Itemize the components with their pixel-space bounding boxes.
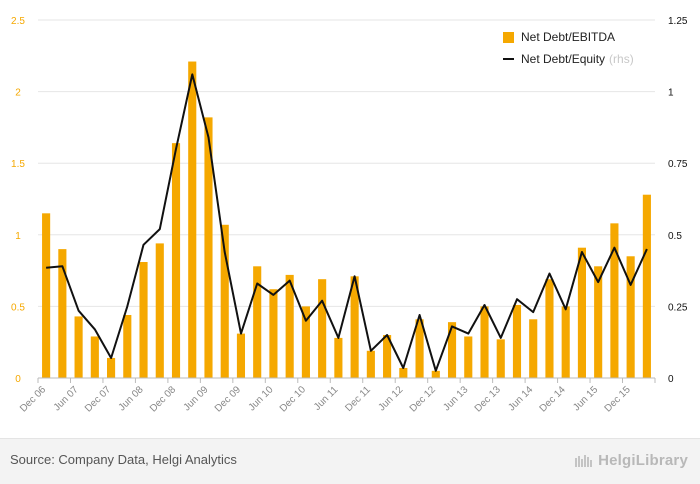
bar (155, 243, 164, 378)
y-right-tick-label: 0.5 (668, 231, 682, 242)
bar (512, 304, 522, 378)
legend-item-line: Net Debt/Equity (rhs) (503, 48, 634, 70)
legend-item-bar: Net Debt/EBITDA (503, 26, 634, 48)
bar (529, 319, 538, 378)
x-tick-label: Jun 14 (506, 384, 535, 413)
bar (610, 223, 619, 378)
bar (318, 279, 327, 378)
bar (399, 367, 408, 378)
bar (236, 333, 246, 378)
bar (561, 306, 570, 378)
legend-swatch-line (503, 58, 514, 60)
x-tick-label: Dec 08 (148, 384, 178, 414)
x-tick-label: Dec 07 (83, 384, 113, 414)
bar (107, 357, 116, 378)
y-left-tick-label: 0.5 (11, 302, 25, 313)
y-right-tick-label: 1.25 (668, 16, 688, 27)
x-tick-label: Dec 11 (343, 384, 373, 414)
y-left-tick-label: 1.5 (11, 159, 25, 170)
bar (253, 266, 262, 378)
bar (42, 213, 51, 378)
bar (383, 335, 392, 378)
x-tick-label: Dec 10 (278, 384, 308, 414)
bar (642, 194, 651, 378)
bar (626, 256, 635, 378)
bar (220, 224, 229, 378)
legend-label-bar: Net Debt/EBITDA (521, 30, 616, 44)
bar (577, 247, 586, 378)
bar (188, 61, 197, 378)
x-tick-label: Jun 13 (441, 384, 470, 413)
bar (431, 370, 440, 378)
bar (415, 319, 424, 378)
bar (480, 306, 489, 378)
bar (545, 279, 554, 378)
x-tick-label: Jun 09 (182, 384, 211, 413)
legend-swatch-bar (503, 31, 514, 43)
y-right-tick-label: 0.75 (668, 159, 688, 170)
x-tick-label: Jun 07 (52, 384, 81, 413)
bar (171, 143, 181, 378)
y-left-tick-label: 1 (15, 231, 21, 242)
y-left-tick-label: 2 (15, 88, 21, 99)
footer-bar: Source: Company Data, Helgi Analytics He… (0, 438, 700, 484)
y-right-tick-label: 0.25 (668, 302, 688, 313)
bar (90, 336, 99, 378)
x-tick-label: Dec 14 (538, 384, 568, 414)
x-tick-label: Dec 13 (473, 384, 503, 414)
x-tick-label: Dec 15 (603, 384, 633, 414)
bar (58, 249, 67, 378)
y-right-tick-label: 0 (668, 374, 674, 385)
series-line-net-debt-equity (46, 73, 648, 372)
x-tick-label: Dec 12 (408, 384, 438, 414)
bar (496, 339, 505, 378)
bar (350, 276, 359, 378)
bar (139, 262, 148, 378)
x-tick-label: Dec 09 (213, 384, 243, 414)
bar (269, 289, 278, 378)
x-tick-label: Dec 06 (18, 384, 48, 414)
bar (366, 350, 375, 378)
bar (123, 314, 132, 378)
x-tick-label: Jun 10 (247, 384, 276, 413)
chart-legend: Net Debt/EBITDA Net Debt/Equity (rhs) (503, 26, 634, 70)
bar (594, 266, 603, 378)
x-tick-label: Jun 11 (312, 384, 341, 413)
bar (447, 322, 457, 378)
logo-text: HelgiLibrary (598, 451, 688, 469)
legend-label-line: Net Debt/Equity (521, 52, 606, 66)
y-left-tick-label: 2.5 (11, 16, 25, 27)
bar (464, 336, 473, 378)
bar (285, 274, 294, 378)
x-tick-label: Jun 08 (117, 384, 146, 413)
bar (204, 117, 213, 378)
x-tick-label: Jun 15 (571, 384, 600, 413)
y-left-tick-label: 0 (15, 374, 21, 385)
bar (74, 316, 83, 378)
helgi-logo[interactable]: HelgiLibrary (574, 448, 688, 472)
library-icon (575, 455, 593, 467)
legend-label-suffix: (rhs) (609, 52, 634, 66)
x-tick-label: Jun 12 (376, 384, 405, 413)
source-note: Source: Company Data, Helgi Analytics (10, 452, 237, 467)
bar (334, 337, 343, 378)
bar (301, 306, 310, 378)
y-right-tick-label: 1 (668, 88, 674, 99)
